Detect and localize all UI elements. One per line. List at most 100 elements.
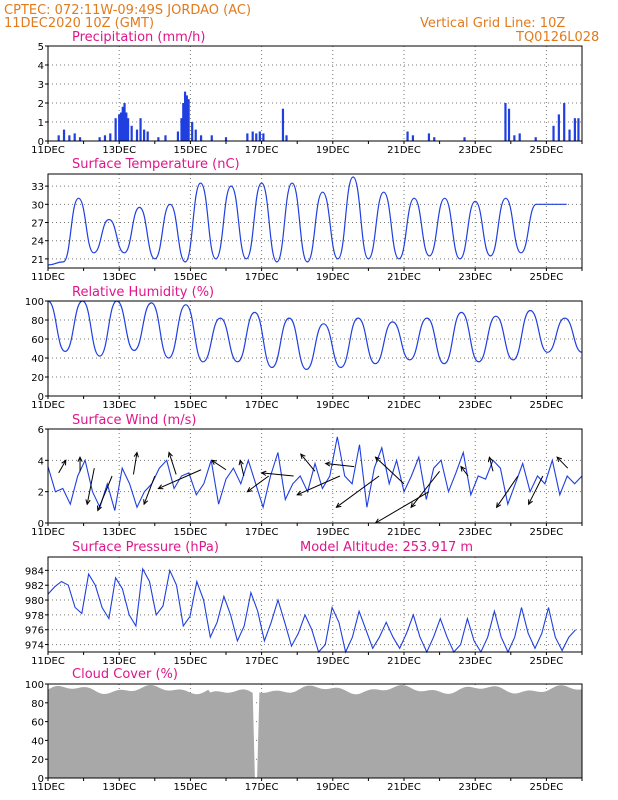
wind-arrow xyxy=(296,475,341,496)
precip-bar xyxy=(406,131,409,141)
wind-date-label: 15DEC xyxy=(174,527,208,538)
precip-bar xyxy=(251,131,254,141)
humidity-ytick-label: 20 xyxy=(31,373,44,384)
wind-arrowhead xyxy=(61,459,67,466)
cloud-date-label: 17DEC xyxy=(245,782,279,793)
precip-bar xyxy=(557,114,560,141)
precip-bar xyxy=(199,135,203,141)
humidity-date-label: 25DEC xyxy=(530,400,564,411)
station-header: CPTEC: 072:11W-09:49S JORDAO (AC) xyxy=(4,3,251,18)
pressure-ytick-label: 984 xyxy=(25,566,44,577)
temperature-date-label: 15DEC xyxy=(174,272,208,283)
humidity-panel: 0 20 40 60 80 100 11DEC 13DEC 15DEC 17DEC 19DEC 21D… xyxy=(25,297,583,411)
precip-bar xyxy=(114,118,117,141)
wind-arrow xyxy=(168,452,177,475)
pressure-date-label: 15DEC xyxy=(174,656,208,667)
humidity-line xyxy=(47,300,583,371)
wind-arrowhead xyxy=(324,461,331,467)
humidity-ytick-label: 40 xyxy=(31,354,44,365)
cloud-panel: 0 20 40 60 80 100 11DEC 13DEC 15DEC 17DEC 19DEC 21D… xyxy=(25,680,583,793)
wind-arrowhead xyxy=(97,505,102,512)
temperature-date-label: 11DEC xyxy=(31,272,65,283)
precip-bar xyxy=(130,125,133,141)
wind-arrow xyxy=(97,475,113,511)
pressure-date-label: 19DEC xyxy=(316,656,350,667)
pressure-date-label: 17DEC xyxy=(245,656,279,667)
cloud-date-label: 21DEC xyxy=(387,782,421,793)
wind-arrow xyxy=(239,460,245,477)
precip-bar xyxy=(180,118,183,141)
precip-ytick-label: 3 xyxy=(38,80,44,91)
pressure-date-label: 11DEC xyxy=(31,656,65,667)
wind-title: Surface Wind (m/s) xyxy=(72,413,196,428)
wind-arrowhead xyxy=(157,484,164,490)
temperature-ytick-label: 24 xyxy=(31,237,44,248)
precip-bar xyxy=(513,135,516,141)
precip-bar xyxy=(427,133,431,141)
temperature-frame xyxy=(47,173,583,269)
temperature-date-label: 21DEC xyxy=(387,272,421,283)
precip-bar xyxy=(246,133,249,141)
grid-line-note: Vertical Grid Line: 10Z xyxy=(420,16,565,31)
precip-date-label: 17DEC xyxy=(245,145,279,156)
humidity-date-label: 11DEC xyxy=(31,400,65,411)
humidity-frame xyxy=(47,300,583,397)
pressure-ytick-label: 974 xyxy=(25,641,44,652)
precip-bar xyxy=(262,133,265,141)
temperature-ytick-label: 27 xyxy=(31,219,44,230)
precip-bar xyxy=(125,112,128,141)
wind-arrowhead xyxy=(85,499,91,506)
wind-arrowhead xyxy=(143,499,149,506)
precip-date-label: 19DEC xyxy=(316,145,350,156)
precip-bar xyxy=(98,137,101,141)
wind-arrow xyxy=(300,453,316,472)
wind-arrowhead xyxy=(335,502,342,508)
precip-bar xyxy=(185,95,188,141)
temperature-panel: 21 24 27 30 33 11DEC 13DEC 15DEC 17DEC 19DEC 21DEC… xyxy=(31,173,583,283)
precip-bar xyxy=(433,137,436,141)
wind-arrowhead xyxy=(210,459,217,465)
wind-arrowhead xyxy=(495,502,502,509)
wind-arrow xyxy=(86,468,95,505)
precip-bar xyxy=(463,137,466,141)
cloud-ytick-label: 100 xyxy=(25,680,44,691)
precip-date-label: 25DEC xyxy=(530,145,564,156)
wind-arrowhead xyxy=(246,487,253,493)
humidity-date-label: 13DEC xyxy=(102,400,136,411)
precip-ytick-label: 1 xyxy=(38,118,44,129)
precip-bar xyxy=(255,133,258,141)
precip-bar xyxy=(504,103,507,141)
wind-arrowhead xyxy=(460,465,466,472)
wind-arrow xyxy=(143,475,156,505)
wind-date-label: 25DEC xyxy=(530,527,564,538)
precip-bar xyxy=(577,118,580,141)
humidity-date-label: 17DEC xyxy=(245,400,279,411)
wind-frame xyxy=(47,428,583,524)
precip-bar xyxy=(78,137,82,141)
wind-arrow xyxy=(410,470,440,508)
wind-ytick-label: 4 xyxy=(38,456,44,467)
precip-bar xyxy=(68,135,71,141)
precip-bar xyxy=(109,133,112,141)
cloud-date-label: 13DEC xyxy=(102,782,136,793)
wind-date-label: 13DEC xyxy=(102,527,136,538)
precip-bar xyxy=(73,133,76,141)
cloud-ytick-label: 20 xyxy=(31,755,44,766)
wind-ytick-label: 2 xyxy=(38,488,44,499)
wind-panel: 0 2 4 6 11DEC 13DEC 15DEC 17DEC 19DEC 21DEC 23DEC 2… xyxy=(31,425,583,538)
run-date-header: 11DEC2020 10Z (GMT) xyxy=(4,16,154,31)
wind-arrow xyxy=(488,457,494,472)
wind-arrowhead xyxy=(374,456,381,463)
precip-bar xyxy=(187,99,190,141)
model-code: TQ0126L028 xyxy=(515,30,599,45)
wind-arrowhead xyxy=(300,453,306,460)
temperature-line xyxy=(47,176,567,266)
precip-ytick-label: 0 xyxy=(38,137,44,148)
wind-arrow xyxy=(460,466,469,477)
pressure-panel: 974 976 978 980 982 984 11DEC 13DEC 15DEC 17DEC 19… xyxy=(25,556,583,667)
cloud-frame xyxy=(47,683,583,779)
precip-bar xyxy=(119,112,123,141)
wind-line xyxy=(47,436,583,511)
precip-bar xyxy=(210,135,213,141)
wind-date-label: 11DEC xyxy=(31,527,65,538)
